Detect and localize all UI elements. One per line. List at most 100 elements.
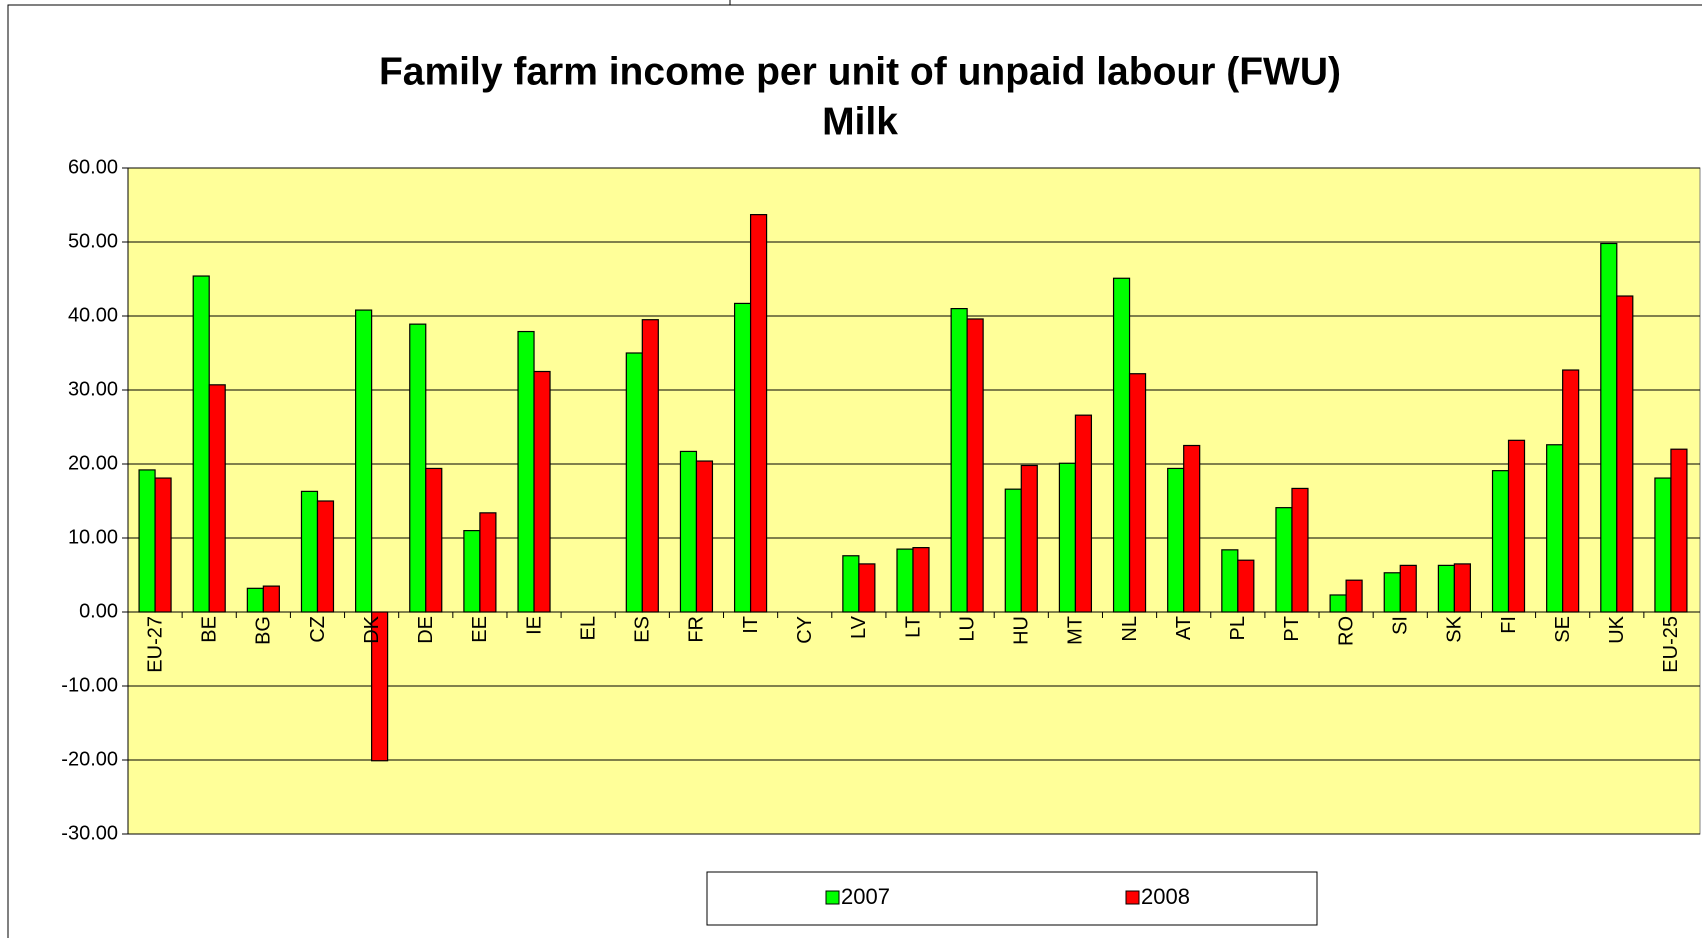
- bar: [1507, 439, 1526, 613]
- bar: [1020, 464, 1038, 613]
- y-tick-label: -30.00: [61, 822, 118, 844]
- x-tick-label: CY: [794, 616, 816, 644]
- x-tick-label: LV: [848, 615, 870, 639]
- bar: [1058, 462, 1077, 613]
- bar: [1329, 594, 1347, 613]
- x-tick-label: BE: [198, 616, 220, 643]
- bar: [262, 585, 280, 613]
- bar: [192, 275, 210, 613]
- legend-swatch: [825, 890, 840, 905]
- bar: [896, 548, 914, 613]
- bar: [1183, 444, 1201, 613]
- x-tick-label: UK: [1606, 615, 1628, 643]
- bar: [1437, 564, 1455, 613]
- bar: [842, 555, 860, 613]
- bar: [154, 477, 172, 613]
- bar: [1453, 563, 1471, 613]
- bar: [1383, 572, 1401, 613]
- bar: [1237, 559, 1255, 613]
- bar: [300, 490, 319, 613]
- bar: [679, 450, 698, 613]
- bar: [912, 547, 930, 613]
- bar: [1600, 242, 1618, 613]
- x-tick-label: SE: [1552, 616, 1574, 643]
- x-tick-label: LU: [956, 616, 978, 642]
- x-tick-label: HU: [1011, 616, 1033, 645]
- x-tick-label: EU-25: [1660, 616, 1682, 673]
- x-tick-label: IE: [523, 616, 545, 635]
- bar: [479, 512, 497, 613]
- bar: [208, 384, 226, 613]
- x-tick-label: LT: [902, 616, 924, 638]
- x-tick-label: FI: [1498, 616, 1520, 634]
- y-tick-label: 40.00: [68, 304, 118, 326]
- bar: [733, 302, 752, 613]
- bar: [1345, 579, 1363, 613]
- bar: [1562, 369, 1580, 613]
- y-tick-label: -10.00: [61, 674, 118, 696]
- bar: [1491, 470, 1510, 613]
- bar: [246, 587, 264, 613]
- bar: [695, 460, 714, 613]
- bar: [1654, 477, 1672, 613]
- bar: [409, 323, 427, 613]
- x-tick-label: BG: [253, 616, 275, 645]
- x-tick-label: NL: [1119, 616, 1141, 642]
- x-tick-label: SK: [1444, 615, 1466, 642]
- x-tick-label: EL: [577, 616, 599, 640]
- bar: [1275, 507, 1293, 613]
- bar: [355, 309, 373, 613]
- bar: [1616, 295, 1634, 613]
- bar: [749, 214, 768, 613]
- y-tick-label: 20.00: [68, 452, 118, 474]
- bar: [1167, 467, 1185, 613]
- bar: [1291, 487, 1309, 613]
- chart-frame: [7, 4, 1702, 938]
- x-tick-label: DE: [415, 616, 437, 644]
- bar: [1004, 488, 1022, 613]
- x-tick-label: AT: [1173, 616, 1195, 640]
- x-tick-label: MT: [1065, 616, 1087, 645]
- x-tick-label: RO: [1335, 616, 1357, 646]
- bar: [625, 352, 643, 613]
- bar: [425, 467, 443, 613]
- x-tick-label: EE: [469, 616, 491, 643]
- bar: [1546, 444, 1564, 613]
- bar: [1074, 414, 1093, 613]
- x-tick-label: PL: [1227, 616, 1249, 640]
- y-tick-label: 30.00: [68, 378, 118, 400]
- y-tick-label: 60.00: [68, 156, 118, 178]
- x-tick-label: FR: [686, 616, 708, 643]
- bar: [858, 563, 876, 613]
- bar: [1399, 564, 1417, 613]
- x-tick-label: ES: [632, 616, 654, 643]
- bar: [1670, 448, 1688, 613]
- bar: [463, 529, 481, 613]
- x-tick-label: CZ: [307, 616, 329, 643]
- y-tick-label: 0.00: [79, 600, 118, 622]
- x-tick-label: PT: [1281, 616, 1303, 642]
- bar: [1128, 373, 1147, 613]
- chart-title: Family farm income per unit of unpaid la…: [379, 50, 1341, 93]
- legend: [706, 871, 1318, 926]
- x-tick-label: DK: [361, 615, 383, 643]
- legend-label: 2008: [1141, 884, 1190, 909]
- chart-subtitle: Milk: [822, 100, 898, 143]
- bar: [950, 308, 968, 613]
- y-tick-label: -20.00: [61, 748, 118, 770]
- bar: [533, 370, 551, 613]
- bar: [316, 500, 335, 613]
- bar: [1112, 277, 1131, 613]
- x-tick-label: SI: [1390, 616, 1412, 635]
- bar: [966, 318, 984, 613]
- bar: [517, 330, 535, 613]
- x-tick-label: EU-27: [144, 616, 166, 673]
- bar: [641, 319, 659, 613]
- x-tick-label: IT: [740, 616, 762, 634]
- y-tick-label: 10.00: [68, 526, 118, 548]
- legend-swatch: [1125, 890, 1140, 905]
- legend-label: 2007: [841, 884, 890, 909]
- bar: [1221, 549, 1239, 613]
- y-tick-label: 50.00: [68, 230, 118, 252]
